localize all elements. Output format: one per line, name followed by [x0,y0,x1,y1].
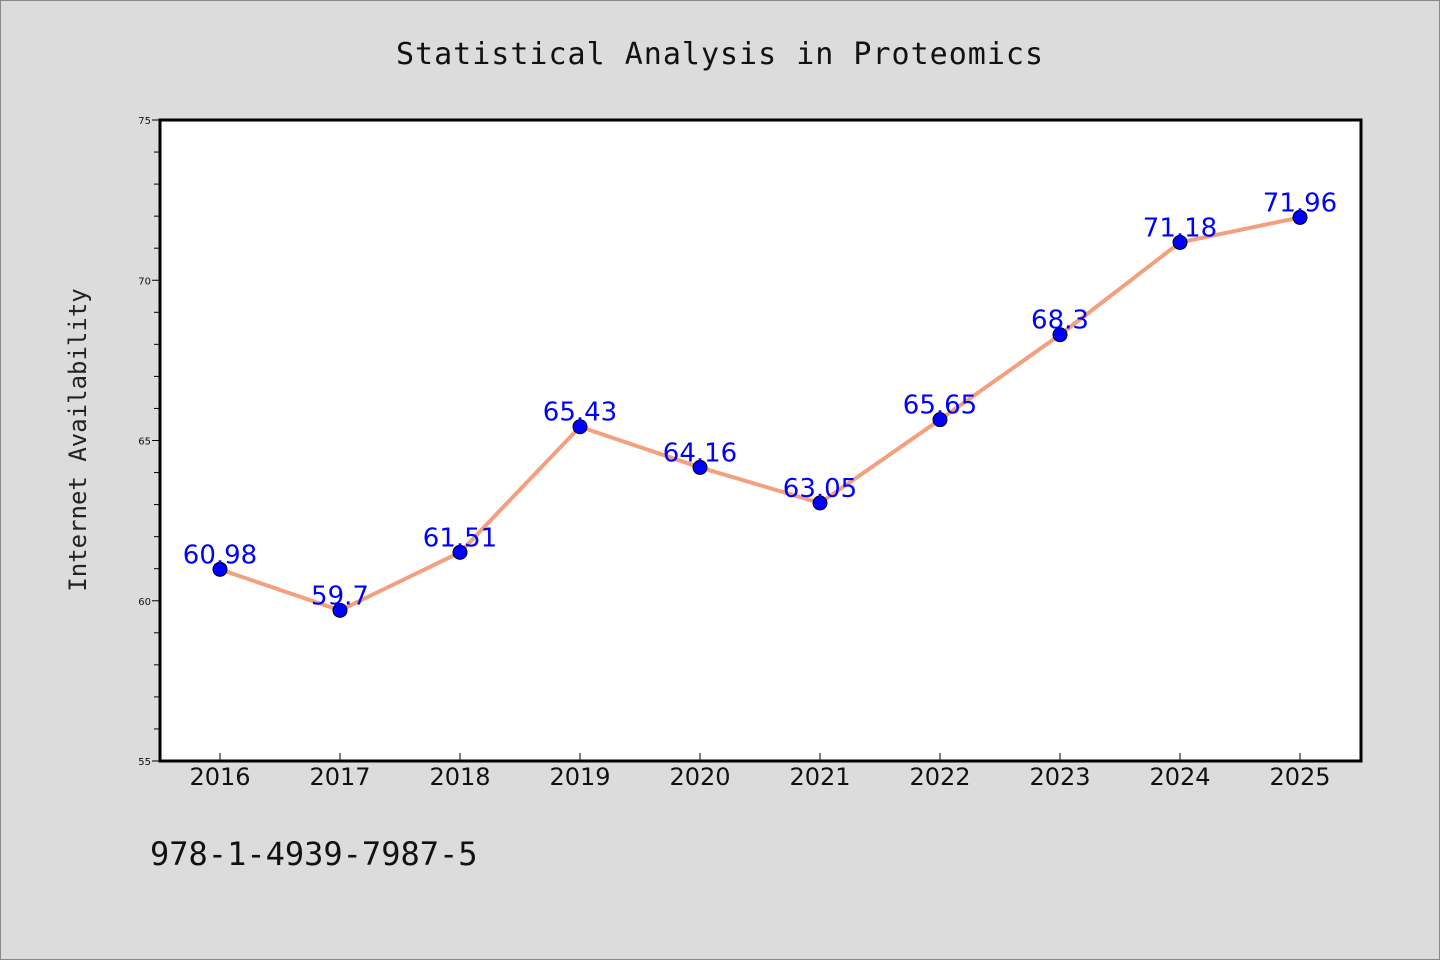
data-point [1292,209,1308,225]
x-tick-label: 2025 [1269,763,1330,791]
data-point [212,561,228,577]
x-tick-label: 2020 [669,763,730,791]
data-label: 71.18 [1143,213,1217,243]
x-tick-label: 2024 [1149,763,1210,791]
x-tick-label: 2017 [309,763,370,791]
data-label: 59.7 [311,581,369,611]
y-tick-label: 75 [138,116,151,127]
data-point [932,412,948,428]
data-point [812,495,828,511]
x-tick-label: 2019 [549,763,610,791]
x-tick-label: 2022 [909,763,970,791]
x-tick-label: 2016 [189,763,250,791]
data-point [1172,234,1188,250]
y-tick-label: 55 [138,757,151,768]
data-point [452,544,468,560]
data-label: 64.16 [663,438,737,468]
series-line [218,215,1302,613]
data-point [572,419,588,435]
data-point [1052,327,1068,343]
chart-title: Statistical Analysis in Proteomics [396,37,1044,72]
data-label: 61.51 [423,523,497,553]
data-label: 71.96 [1263,188,1337,218]
data-label: 65.43 [543,398,617,428]
data-label: 60.98 [183,540,257,570]
footer-code: 978-1-4939-7987-5 [150,835,478,873]
y-axis-label: Internet Availability [64,288,92,591]
x-tick-label: 2023 [1029,763,1090,791]
x-tick-label: 2018 [429,763,490,791]
series-layer: 60.98 59.7 61.51 65.43 64.16 63.05 65.65 68.3 71… [183,188,1337,618]
plot-frame [158,118,1363,763]
y-tick-label: 70 [138,276,151,287]
x-tick-label: 2021 [789,763,850,791]
data-point [332,602,348,618]
y-tick-label: 65 [138,437,151,448]
plot-area [160,120,1361,761]
x-axis: 2016 2017 2018 2019 2020 2021 2022 2023 2024 2025 [189,753,1331,791]
data-label: 65.65 [903,391,977,421]
data-label: 63.05 [783,474,857,504]
data-point [692,459,708,475]
y-tick-label: 60 [138,597,151,608]
data-label: 68.3 [1031,306,1089,336]
